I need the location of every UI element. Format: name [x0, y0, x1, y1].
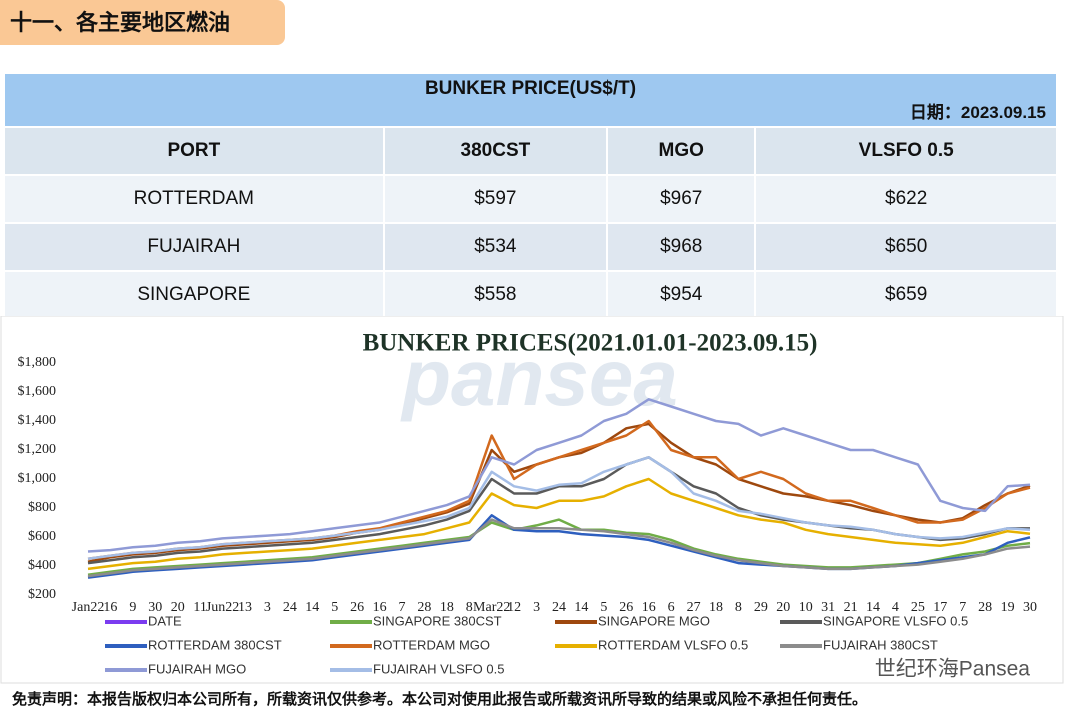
y-tick-label: $800 [28, 500, 56, 515]
cell: SINGAPORE [5, 272, 383, 318]
x-tick-label: 12 [507, 600, 521, 615]
y-tick-label: $1,800 [18, 355, 57, 370]
cell: $967 [608, 176, 755, 222]
legend-label: FUJAIRAH VLSFO 0.5 [373, 661, 504, 676]
x-tick-label: 16 [642, 600, 656, 615]
series-line [87, 518, 1031, 576]
x-tick-label: 29 [754, 600, 768, 615]
x-tick-label: 19 [1001, 600, 1015, 615]
watermark: pansea [400, 333, 678, 422]
y-tick-label: $400 [28, 558, 56, 573]
section-title: 十一、各主要地区燃油 [0, 0, 285, 45]
x-tick-label: 30 [1023, 600, 1037, 615]
y-tick-label: $1,600 [18, 384, 57, 399]
cell: $597 [384, 176, 607, 222]
chart-title: BUNKER PRICES(2021.01.01-2023.09.15) [363, 330, 818, 357]
x-tick-label: 8 [735, 600, 742, 615]
cell: $534 [384, 224, 607, 270]
x-tick-label: 3 [533, 600, 540, 615]
cell: $650 [756, 224, 1056, 270]
x-tick-label: 24 [552, 600, 566, 615]
cell: $558 [384, 272, 607, 318]
x-tick-label: 13 [238, 600, 252, 615]
x-tick-label: 8 [466, 600, 473, 615]
x-tick-label: 20 [776, 600, 790, 615]
header-cell: PORT [5, 128, 383, 174]
cell: $659 [756, 272, 1056, 318]
brand: 世纪环海Pansea [875, 658, 1031, 681]
x-tick-label: 3 [264, 600, 271, 615]
series-line [87, 518, 1031, 578]
table-date: 日期：2023.09.15 [909, 103, 1046, 122]
legend-label: DATE [148, 613, 182, 628]
x-tick-label: 5 [331, 600, 338, 615]
y-tick-label: $1,000 [18, 471, 57, 486]
x-tick-label: 31 [821, 600, 835, 615]
x-tick-label: 16 [373, 600, 387, 615]
legend-label: FUJAIRAH MGO [148, 661, 246, 676]
x-tick-label: 4 [892, 600, 899, 615]
x-tick-label: 14 [574, 600, 588, 615]
x-tick-label: 10 [799, 600, 813, 615]
series-line [87, 456, 1031, 561]
x-tick-label: 27 [687, 600, 701, 615]
x-tick-label: 7 [959, 600, 966, 615]
legend-label: ROTTERDAM MGO [373, 637, 490, 652]
x-tick-label: 20 [171, 600, 185, 615]
table-title-cell: BUNKER PRICE(US$/T) 日期：2023.09.15 [5, 74, 1056, 126]
x-tick-label: 11 [193, 600, 206, 615]
x-tick-label: 26 [350, 600, 364, 615]
x-tick-label: 17 [933, 600, 947, 615]
legend-label: SINGAPORE MGO [598, 613, 710, 628]
header-cell: MGO [608, 128, 755, 174]
series-line [87, 398, 1031, 553]
table-title: BUNKER PRICE(US$/T) [424, 78, 637, 99]
y-tick-label: $1,400 [18, 413, 57, 428]
cell: $968 [608, 224, 755, 270]
price-table: BUNKER PRICE(US$/T) 日期：2023.09.15 PORT 380… [3, 72, 1058, 320]
x-tick-label: 28 [978, 600, 992, 615]
x-tick-label: 26 [619, 600, 633, 615]
x-tick-label: 14 [305, 600, 319, 615]
chart: pansea BUNKER PRICES(2021.01.01-2023.09.… [0, 316, 1064, 684]
x-tick-label: 5 [600, 600, 607, 615]
x-tick-label: Mar22 [473, 600, 510, 615]
x-tick-label: 18 [709, 600, 723, 615]
x-tick-label: Jan22 [72, 600, 105, 615]
legend-label: FUJAIRAH 380CST [823, 637, 938, 652]
y-tick-label: $200 [28, 587, 56, 602]
x-tick-label: 28 [417, 600, 431, 615]
cell: $622 [756, 176, 1056, 222]
x-tick-label: 30 [148, 600, 162, 615]
legend-label: SINGAPORE 380CST [373, 613, 502, 628]
x-tick-label: 7 [399, 600, 406, 615]
cell: ROTTERDAM [5, 176, 383, 222]
x-tick-label: 24 [283, 600, 297, 615]
legend-label: ROTTERDAM VLSFO 0.5 [598, 637, 748, 652]
x-tick-label: 14 [866, 600, 880, 615]
y-tick-label: $1,200 [18, 442, 57, 457]
x-tick-label: 18 [440, 600, 454, 615]
series-line [87, 477, 1031, 571]
x-tick-label: 9 [129, 600, 136, 615]
x-tick-label: 21 [844, 600, 858, 615]
x-tick-label: 6 [668, 600, 675, 615]
legend-label: ROTTERDAM 380CST [148, 637, 282, 652]
header-cell: VLSFO 0.5 [756, 128, 1056, 174]
x-tick-label: Jun22 [206, 600, 239, 615]
header-cell: 380CST [384, 128, 607, 174]
chart-frame [0, 316, 1064, 684]
legend-label: SINGAPORE VLSFO 0.5 [823, 613, 968, 628]
cell: $954 [608, 272, 755, 318]
cell: FUJAIRAH [5, 224, 383, 270]
x-tick-label: 16 [103, 600, 117, 615]
disclaimer: 免责声明：本报告版权归本公司所有，所载资讯仅供参考。本公司对使用此报告或所载资讯… [12, 691, 868, 708]
x-tick-label: 25 [911, 600, 925, 615]
y-tick-label: $600 [28, 529, 56, 544]
